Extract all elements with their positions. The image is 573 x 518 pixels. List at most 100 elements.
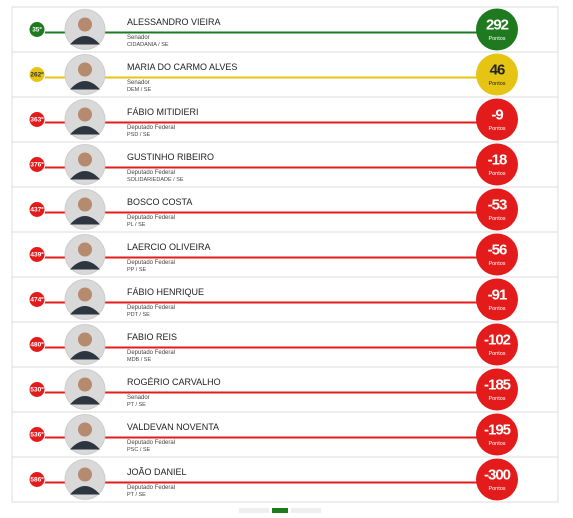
rank: 586º (30, 477, 44, 484)
photo-head (78, 467, 92, 482)
role: Deputado Federal (127, 125, 175, 131)
rank-badge (28, 426, 46, 443)
rank: 536º (30, 432, 44, 439)
role: Deputado Federal (127, 305, 175, 311)
score: 292 (486, 16, 509, 33)
rank-badge (28, 381, 46, 398)
score-badge (476, 98, 518, 141)
rank: 376º (30, 162, 44, 169)
name: FABIO REIS (127, 332, 177, 342)
pager[interactable] (239, 508, 269, 516)
score-unit: Pontos (488, 351, 505, 357)
party: MDB / SE (127, 357, 151, 363)
score: -18 (488, 151, 507, 168)
photo-head (78, 332, 92, 347)
name: LAERCIO OLIVEIRA (127, 242, 211, 252)
rank-badge (28, 246, 46, 263)
name: ROGÉRIO CARVALHO (127, 377, 221, 387)
party: CIDADANIA / SE (127, 42, 169, 48)
pager-active[interactable] (272, 508, 288, 516)
photo-body (70, 486, 100, 495)
rank-badge (28, 156, 46, 173)
score-unit: Pontos (488, 486, 505, 492)
rank: 35º (32, 27, 42, 34)
role: Senador (127, 35, 150, 41)
name: JOÃO DANIEL (127, 467, 187, 477)
role: Deputado Federal (127, 485, 175, 491)
photo-body (70, 171, 100, 180)
photo-head (78, 152, 92, 167)
score: -56 (488, 241, 507, 258)
role: Deputado Federal (127, 215, 175, 221)
rank-badge (28, 291, 46, 308)
score-badge (476, 323, 518, 366)
photo-head (78, 422, 92, 437)
rank: 437º (30, 207, 44, 214)
party: DEM / SE (127, 87, 151, 93)
photo-head (78, 242, 92, 257)
name: ALESSANDRO VIEIRA (127, 17, 221, 27)
score-badge (476, 143, 518, 186)
name: MARIA DO CARMO ALVES (127, 62, 237, 72)
party: PSC / SE (127, 447, 151, 453)
party: PT / SE (127, 492, 146, 498)
score-unit: Pontos (488, 126, 505, 132)
party: PDT / SE (127, 312, 150, 318)
photo-body (70, 441, 100, 450)
pager[interactable] (291, 508, 321, 516)
rank-badge (28, 21, 46, 38)
photo-body (70, 261, 100, 270)
photo-body (70, 396, 100, 405)
ranking-row[interactable]: 376º GUSTINHO RIBEIRO Deputado FederalSOLI… (11, 141, 559, 188)
photo-body (70, 216, 100, 225)
name: GUSTINHO RIBEIRO (127, 152, 214, 162)
photo-head (78, 107, 92, 122)
photo-body (70, 306, 100, 315)
score-unit: Pontos (488, 216, 505, 222)
score: -195 (484, 421, 511, 438)
name: FÁBIO MITIDIERI (127, 107, 199, 117)
rank-badge (28, 201, 46, 218)
score-unit: Pontos (488, 81, 505, 87)
score-unit: Pontos (488, 306, 505, 312)
score-unit: Pontos (488, 396, 505, 402)
rank: 363º (30, 117, 44, 124)
ranking-row[interactable]: 536º VALDEVAN NOVENTA Deputado FederalPSC … (11, 411, 559, 458)
party: PT / SE (127, 402, 146, 408)
photo-head (78, 377, 92, 392)
score-badge (476, 413, 518, 456)
role: Deputado Federal (127, 350, 175, 356)
score-badge (476, 278, 518, 321)
score-badge (476, 8, 518, 51)
role: Deputado Federal (127, 440, 175, 446)
score: -9 (491, 106, 503, 123)
party: PSD / SE (127, 132, 151, 138)
rank: 480º (30, 342, 44, 349)
score-badge (476, 233, 518, 276)
score-unit: Pontos (488, 36, 505, 42)
role: Senador (127, 395, 150, 401)
name: FÁBIO HENRIQUE (127, 287, 204, 297)
photo-body (70, 36, 100, 45)
rank-badge (28, 336, 46, 353)
rank-badge (28, 471, 46, 488)
score-badge (476, 53, 518, 96)
score-unit: Pontos (488, 261, 505, 267)
photo-head (78, 287, 92, 302)
party: PL / SE (127, 222, 146, 228)
name: VALDEVAN NOVENTA (127, 422, 219, 432)
photo-head (78, 62, 92, 77)
role: Deputado Federal (127, 170, 175, 176)
photo-body (70, 81, 100, 90)
